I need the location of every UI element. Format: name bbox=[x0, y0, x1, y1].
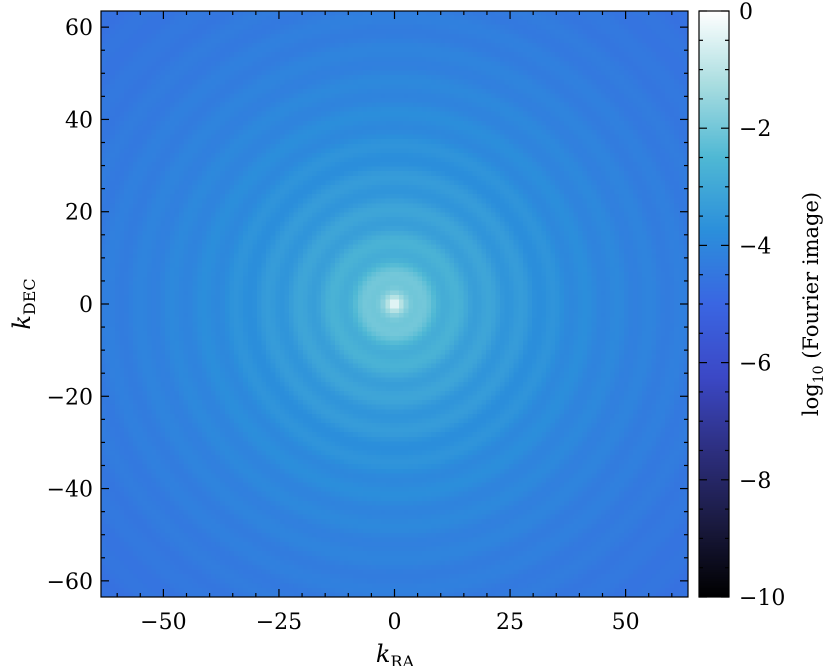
x-tick-label: 0 bbox=[388, 610, 402, 635]
y-tick-label: 0 bbox=[79, 293, 93, 318]
x-tick-label: 50 bbox=[612, 610, 640, 635]
colorbar-gradient bbox=[699, 11, 729, 597]
colorbar-tick-label: −10 bbox=[739, 586, 785, 611]
x-tick-label: −50 bbox=[140, 610, 186, 635]
colorbar-tick-label: 0 bbox=[739, 0, 753, 25]
fourier-heatmap bbox=[101, 11, 688, 597]
y-tick-label: 40 bbox=[65, 108, 93, 133]
colorbar-tick-label: −2 bbox=[739, 117, 771, 142]
colorbar-tick-label: −4 bbox=[739, 234, 771, 259]
colorbar-label: log10 (Fourier image) bbox=[799, 192, 827, 416]
x-axis-label: kRA bbox=[376, 640, 415, 666]
colorbar-tick-label: −8 bbox=[739, 469, 771, 494]
y-tick-label: −60 bbox=[47, 570, 93, 595]
x-tick-label: 25 bbox=[496, 610, 524, 635]
y-tick-label: −40 bbox=[47, 478, 93, 503]
colorbar-tick-label: −6 bbox=[739, 352, 771, 377]
y-axis-label: kDEC bbox=[8, 278, 39, 329]
x-tick-label: −25 bbox=[256, 610, 302, 635]
y-tick-label: 20 bbox=[65, 201, 93, 226]
y-tick-label: −20 bbox=[47, 385, 93, 410]
y-tick-label: 60 bbox=[65, 16, 93, 41]
